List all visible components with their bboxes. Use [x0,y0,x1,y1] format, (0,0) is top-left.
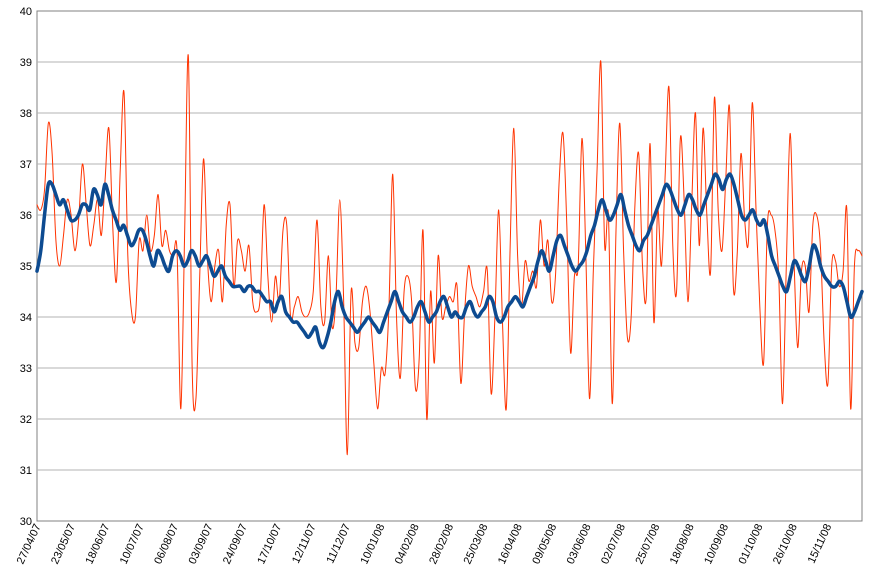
x-tick-label: 25/07/08 [633,522,662,566]
y-tick-label: 33 [20,363,32,375]
y-tick-label: 32 [20,414,32,426]
x-tick-label: 10/07/07 [118,522,147,566]
x-tick-label: 27/04/07 [15,522,44,566]
y-axis-tick-labels: 30 31 32 33 34 35 36 37 38 39 40 [20,6,32,528]
x-tick-label: 16/04/08 [496,522,525,566]
x-tick-label: 18/06/07 [83,522,112,566]
x-tick-label: 09/05/08 [530,522,559,566]
x-tick-label: 26/10/08 [771,522,800,566]
x-tick-label: 02/07/08 [599,522,628,566]
x-tick-label: 11/12/07 [324,522,353,565]
y-tick-label: 30 [20,516,32,528]
x-tick-label: 04/02/08 [393,522,422,566]
x-tick-label: 12/11/07 [290,522,319,565]
y-tick-label: 31 [20,465,32,477]
x-tick-label: 24/09/07 [221,522,250,566]
x-tick-label: 10/01/08 [358,522,387,566]
y-tick-label: 38 [20,108,32,120]
series-line-1 [36,54,863,456]
x-axis-tick-labels: 27/04/07 23/05/07 18/06/07 10/07/07 06/08/07… [15,522,835,566]
x-tick-label: 03/06/08 [565,522,594,566]
x-tick-label: 28/02/08 [427,522,456,566]
x-tick-label: 15/11/08 [806,522,835,565]
x-tick-label: 25/03/08 [462,522,491,566]
y-tick-label: 35 [20,261,32,273]
y-tick-label: 34 [20,312,32,324]
x-tick-label: 18/08/08 [668,522,697,566]
y-tick-label: 39 [20,57,32,69]
series-line-2 [35,172,864,350]
series-lines [35,54,864,456]
y-tick-label: 37 [20,159,32,171]
y-tick-label: 36 [20,210,32,222]
x-tick-label: 06/08/07 [152,522,181,566]
x-tick-label: 17/10/07 [255,522,284,566]
x-tick-label: 10/09/08 [702,522,731,566]
x-tick-label: 23/05/07 [49,522,78,566]
x-tick-label: 03/09/07 [187,522,216,566]
x-tick-label: 01/10/08 [737,522,766,566]
y-tick-label: 40 [20,6,32,18]
